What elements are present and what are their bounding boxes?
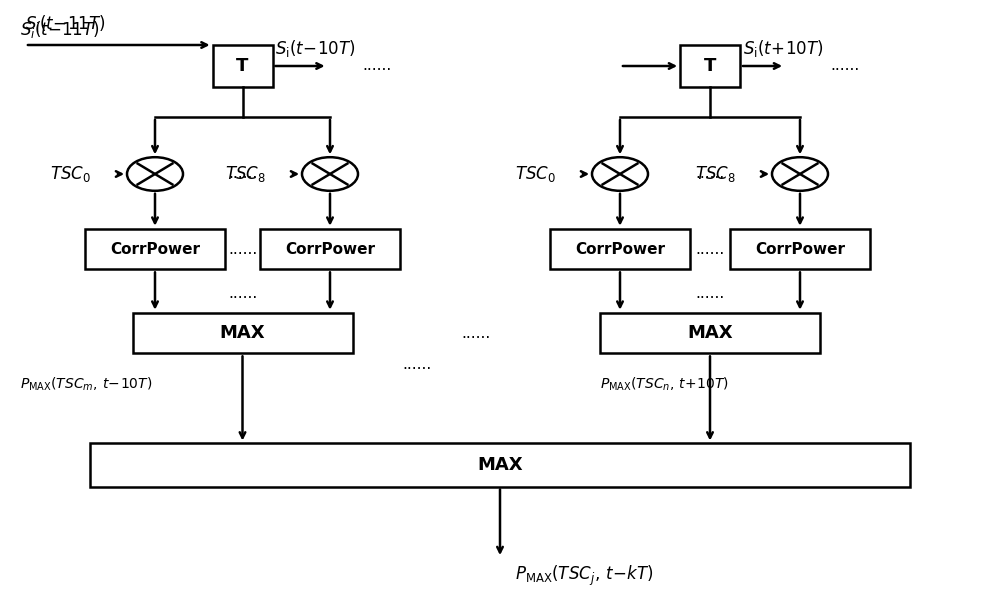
Text: $S_{\rm i}(t\!-\!11T)$: $S_{\rm i}(t\!-\!11T)$ bbox=[25, 13, 106, 34]
Text: $TSC_8$: $TSC_8$ bbox=[225, 164, 266, 184]
Text: $S_{\rm i}(t\!-\!10T)$: $S_{\rm i}(t\!-\!10T)$ bbox=[275, 38, 356, 59]
Text: ......: ...... bbox=[695, 166, 725, 181]
Text: ......: ...... bbox=[830, 58, 860, 73]
Text: MAX: MAX bbox=[687, 324, 733, 342]
Text: CorrPower: CorrPower bbox=[110, 241, 200, 257]
Text: ......: ...... bbox=[228, 166, 257, 181]
Text: MAX: MAX bbox=[477, 456, 523, 474]
Text: MAX: MAX bbox=[220, 324, 265, 342]
Text: T: T bbox=[236, 57, 249, 75]
Text: $P_{\rm MAX}(TSC_j,\,t\!-\!kT)$: $P_{\rm MAX}(TSC_j,\,t\!-\!kT)$ bbox=[515, 564, 654, 588]
Text: CorrPower: CorrPower bbox=[575, 241, 665, 257]
Bar bbox=[212, 45, 272, 87]
Text: ......: ...... bbox=[228, 286, 257, 301]
Bar bbox=[260, 229, 400, 269]
Text: $TSC_8$: $TSC_8$ bbox=[695, 164, 736, 184]
Bar bbox=[600, 313, 820, 353]
Text: $P_{\rm MAX}(TSC_m,\,t\!-\!10T)$: $P_{\rm MAX}(TSC_m,\,t\!-\!10T)$ bbox=[20, 376, 152, 392]
Text: CorrPower: CorrPower bbox=[755, 241, 845, 257]
Bar bbox=[680, 45, 740, 87]
Text: ......: ...... bbox=[462, 325, 491, 341]
Bar bbox=[730, 229, 870, 269]
Bar bbox=[90, 443, 910, 487]
Text: ......: ...... bbox=[403, 356, 432, 372]
Text: ......: ...... bbox=[228, 241, 257, 257]
Text: ......: ...... bbox=[363, 58, 392, 73]
Bar bbox=[132, 313, 352, 353]
Bar bbox=[85, 229, 225, 269]
Text: T: T bbox=[704, 57, 716, 75]
Text: $S_{\rm i}(t\!+\!10T)$: $S_{\rm i}(t\!+\!10T)$ bbox=[743, 38, 824, 59]
Text: ......: ...... bbox=[695, 286, 725, 301]
Text: $P_{\rm MAX}(TSC_n,\,t\!+\!10T)$: $P_{\rm MAX}(TSC_n,\,t\!+\!10T)$ bbox=[600, 376, 729, 392]
Bar bbox=[550, 229, 690, 269]
Text: $TSC_0$: $TSC_0$ bbox=[50, 164, 91, 184]
Text: $S_i($$t$$-11T)$: $S_i($$t$$-11T)$ bbox=[20, 19, 100, 40]
Text: $TSC_0$: $TSC_0$ bbox=[515, 164, 556, 184]
Text: CorrPower: CorrPower bbox=[285, 241, 375, 257]
Text: ......: ...... bbox=[695, 241, 725, 257]
